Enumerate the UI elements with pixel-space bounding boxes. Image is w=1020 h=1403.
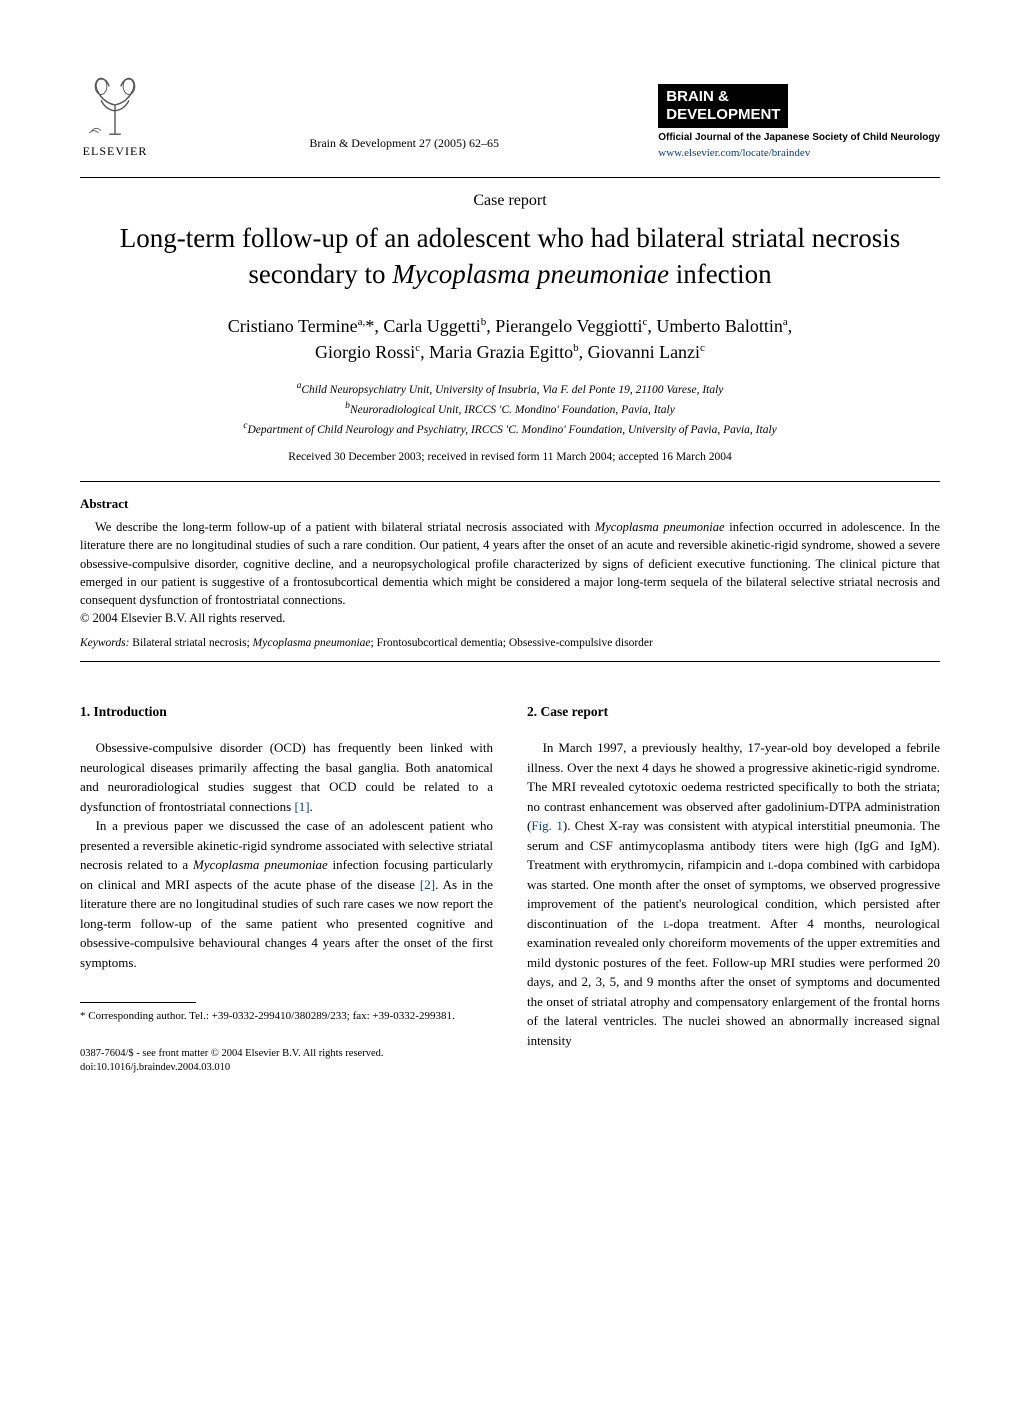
- intro-p2: In a previous paper we discussed the cas…: [80, 816, 493, 972]
- article-dates: Received 30 December 2003; received in r…: [80, 451, 940, 463]
- affiliation-b: bNeuroradiological Unit, IRCCS 'C. Mondi…: [80, 399, 940, 419]
- journal-title-line1: BRAIN &: [666, 88, 729, 105]
- abstract-block: Abstract We describe the long-term follo…: [80, 481, 940, 662]
- authors: Cristiano Terminea,*, Carla Uggettib, Pi…: [80, 313, 940, 365]
- header-row: ELSEVIER Brain & Development 27 (2005) 6…: [80, 70, 940, 159]
- article-title: Long-term follow-up of an adolescent who…: [110, 220, 910, 293]
- publisher-logo: ELSEVIER: [80, 70, 150, 159]
- ref-2-link[interactable]: [2]: [420, 877, 435, 892]
- header-rule: [80, 177, 940, 178]
- journal-title-box: BRAIN & DEVELOPMENT: [658, 84, 788, 128]
- footer-line1: 0387-7604/$ - see front matter © 2004 El…: [80, 1047, 493, 1062]
- elsevier-tree-icon: [80, 70, 150, 140]
- body-columns: 1. Introduction Obsessive-compulsive dis…: [80, 702, 940, 1076]
- intro-p1: Obsessive-compulsive disorder (OCD) has …: [80, 738, 493, 816]
- abstract-text: We describe the long-term follow-up of a…: [80, 518, 940, 627]
- copyright: © 2004 Elsevier B.V. All rights reserved…: [80, 609, 940, 627]
- case-heading: 2. Case report: [527, 702, 940, 722]
- journal-subtitle: Official Journal of the Japanese Society…: [658, 132, 940, 145]
- title-part2: infection: [669, 259, 772, 289]
- keywords-label: Keywords:: [80, 637, 129, 649]
- affiliation-c: cDepartment of Child Neurology and Psych…: [80, 419, 940, 439]
- footer-line2: doi:10.1016/j.braindev.2004.03.010: [80, 1061, 493, 1076]
- keywords: Keywords: Bilateral striatal necrosis; M…: [80, 637, 940, 649]
- journal-reference: Brain & Development 27 (2005) 62–65: [150, 136, 658, 159]
- right-column: 2. Case report In March 1997, a previous…: [527, 702, 940, 1076]
- publisher-name: ELSEVIER: [83, 144, 148, 159]
- fig-1-link[interactable]: Fig. 1: [531, 818, 562, 833]
- intro-heading: 1. Introduction: [80, 702, 493, 722]
- case-p1: In March 1997, a previously healthy, 17-…: [527, 738, 940, 1050]
- article-type: Case report: [80, 192, 940, 210]
- left-column: 1. Introduction Obsessive-compulsive dis…: [80, 702, 493, 1076]
- affiliation-a: aChild Neuropsychiatry Unit, University …: [80, 379, 940, 399]
- journal-link[interactable]: www.elsevier.com/locate/braindev: [658, 147, 940, 159]
- journal-title-line2: DEVELOPMENT: [666, 106, 780, 123]
- corresponding-author-footnote: * Corresponding author. Tel.: +39-0332-2…: [80, 1009, 493, 1024]
- title-italic: Mycoplasma pneumoniae: [392, 259, 669, 289]
- abstract-heading: Abstract: [80, 496, 940, 512]
- footnote-separator: [80, 1002, 196, 1003]
- affiliations: aChild Neuropsychiatry Unit, University …: [80, 379, 940, 439]
- ref-1-link[interactable]: [1]: [294, 799, 309, 814]
- journal-box: BRAIN & DEVELOPMENT Official Journal of …: [658, 84, 940, 160]
- page-footer: 0387-7604/$ - see front matter © 2004 El…: [80, 1047, 493, 1076]
